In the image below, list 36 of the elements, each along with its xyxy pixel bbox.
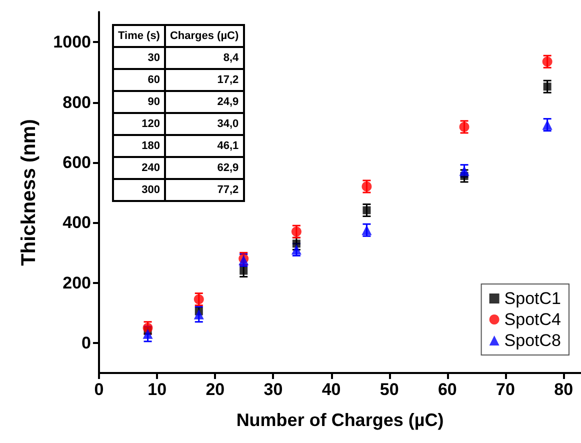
- x-tick-label: 70: [496, 380, 515, 399]
- annotation: 180: [113, 135, 165, 157]
- annotation: 8,4: [164, 47, 244, 69]
- annotation: 62,9: [164, 157, 244, 179]
- annotation: 300: [113, 179, 165, 201]
- y-tick-label: 1000: [53, 32, 91, 52]
- annotation: Charges (µC): [164, 25, 244, 47]
- annotation: 24,9: [164, 91, 244, 113]
- annotation: 30: [113, 47, 165, 69]
- x-tick-label: 40: [322, 380, 341, 399]
- x-tick-label: 0: [94, 380, 104, 399]
- y-tick-label: 400: [62, 213, 91, 232]
- annotation: 77,2: [164, 179, 244, 201]
- x-tick-label: 10: [148, 380, 167, 399]
- legend-label: SpotC1: [504, 289, 561, 308]
- annotation: 17,2: [164, 69, 244, 91]
- x-tick-label: 20: [206, 380, 225, 399]
- y-tick-label: 800: [62, 92, 91, 112]
- legend-label: SpotC4: [504, 310, 561, 329]
- x-tick-label: 30: [264, 380, 283, 399]
- x-tick-label: 50: [380, 380, 399, 399]
- annotation: 60: [113, 69, 165, 91]
- annotation: Time (s): [113, 25, 165, 47]
- x-axis-title: Number of Charges (µC): [236, 410, 444, 430]
- y-axis-title: Thickness (nm): [18, 119, 40, 266]
- x-tick-label: 60: [438, 380, 457, 399]
- annotation: 90: [113, 91, 165, 113]
- y-tick-label: 600: [62, 152, 91, 172]
- y-tick-label: 200: [62, 273, 91, 292]
- x-tick-label: 80: [554, 380, 574, 399]
- annotation: 34,0: [164, 113, 244, 135]
- y-tick-label: 0: [82, 333, 91, 352]
- annotation: 120: [113, 113, 165, 135]
- annotation: 240: [113, 157, 165, 179]
- annotation: 46,1: [164, 135, 244, 157]
- legend-label: SpotC8: [504, 331, 561, 350]
